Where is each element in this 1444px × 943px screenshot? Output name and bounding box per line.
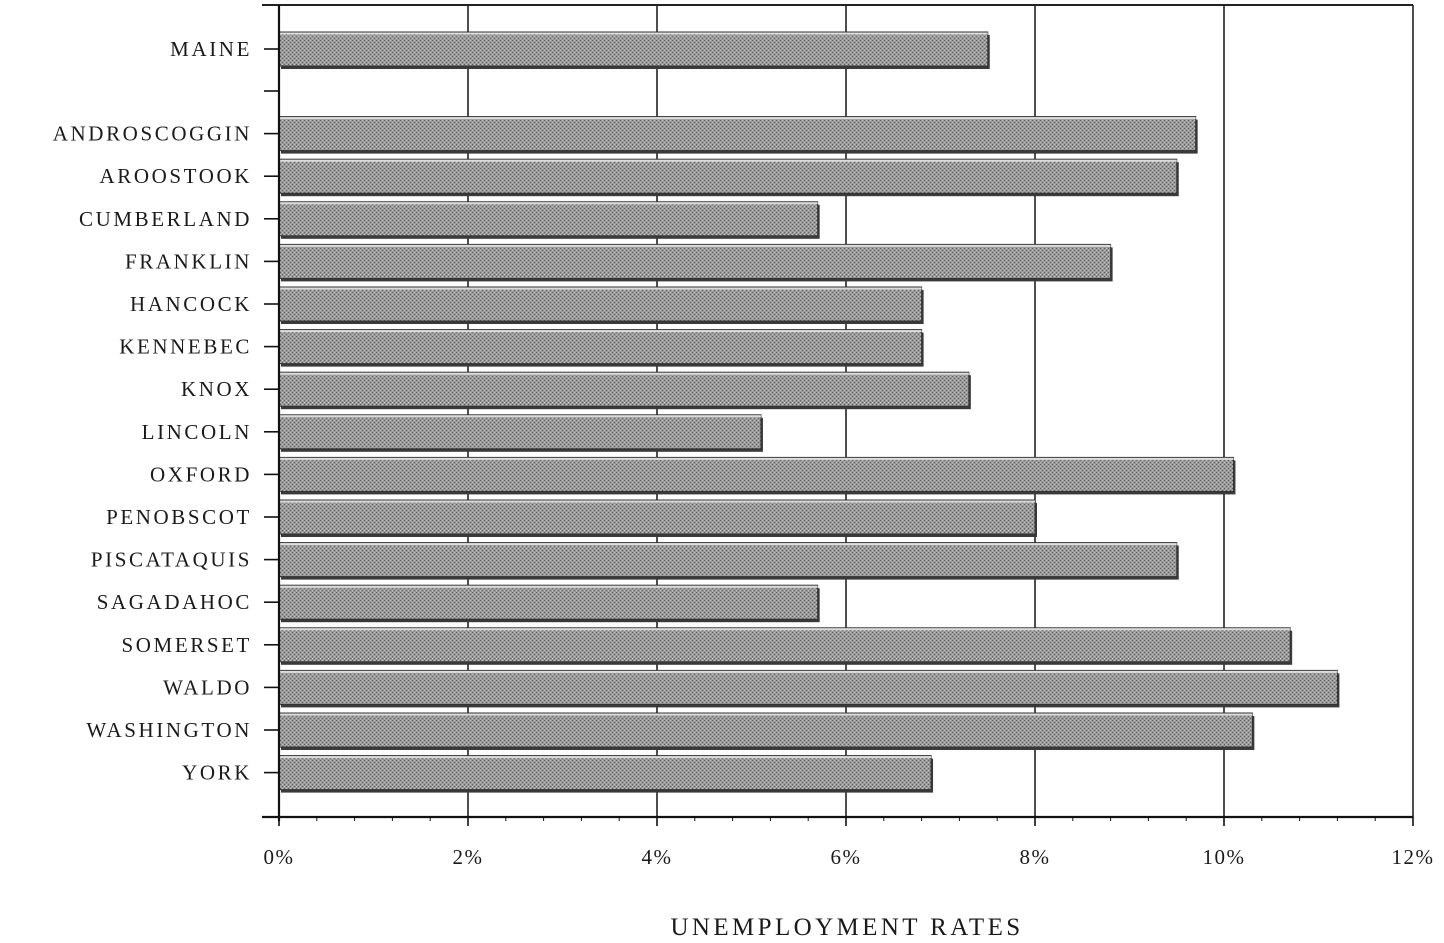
category-label: SAGADAHOC	[97, 590, 252, 614]
axes	[262, 5, 1414, 826]
x-tick-labels: 0% 2% 4% 6% 8% 10% 12%	[264, 845, 1435, 869]
category-label: OXFORD	[150, 462, 252, 486]
category-label: PENOBSCOT	[106, 505, 252, 529]
bar	[278, 116, 1197, 152]
category-label: PISCATAQUIS	[91, 548, 252, 572]
bar	[278, 499, 1036, 535]
category-label: YORK	[182, 761, 252, 785]
x-tick-label: 4%	[642, 845, 673, 869]
bar	[278, 201, 819, 237]
category-label: ANDROSCOGGIN	[53, 122, 252, 146]
bar	[278, 712, 1253, 748]
bar	[278, 755, 932, 791]
bar	[278, 414, 762, 450]
bar	[278, 584, 819, 620]
category-label: KENNEBEC	[119, 335, 252, 359]
x-tick-label: 2%	[453, 845, 484, 869]
x-tick-label: 8%	[1020, 845, 1051, 869]
category-label: MAINE	[170, 37, 252, 61]
bar	[278, 371, 970, 407]
bar	[278, 627, 1291, 663]
category-label: WALDO	[163, 675, 252, 699]
category-label: AROOSTOOK	[99, 164, 252, 188]
bar	[278, 286, 923, 322]
category-label: LINCOLN	[142, 420, 252, 444]
category-label: SOMERSET	[122, 633, 253, 657]
x-tick-label: 0%	[264, 845, 295, 869]
category-label: KNOX	[181, 377, 252, 401]
x-tick-label: 6%	[831, 845, 862, 869]
x-axis-title: UNEMPLOYMENT RATES	[670, 914, 1023, 941]
x-tick-label: 10%	[1203, 845, 1246, 869]
bar	[278, 243, 1112, 279]
bar	[278, 542, 1178, 578]
category-label: CUMBERLAND	[79, 207, 252, 231]
bar	[278, 31, 989, 67]
bar	[278, 456, 1234, 492]
bar	[278, 669, 1338, 705]
bar	[278, 158, 1178, 194]
bar	[278, 329, 923, 365]
x-tick-label: 12%	[1392, 845, 1435, 869]
category-label: FRANKLIN	[125, 249, 252, 273]
category-labels: MAINE ANDROSCOGGIN AROOSTOOK CUMBERLAND FRAN…	[53, 37, 253, 785]
bars	[278, 31, 1340, 793]
category-label: HANCOCK	[130, 292, 252, 316]
category-label: WASHINGTON	[86, 718, 252, 742]
